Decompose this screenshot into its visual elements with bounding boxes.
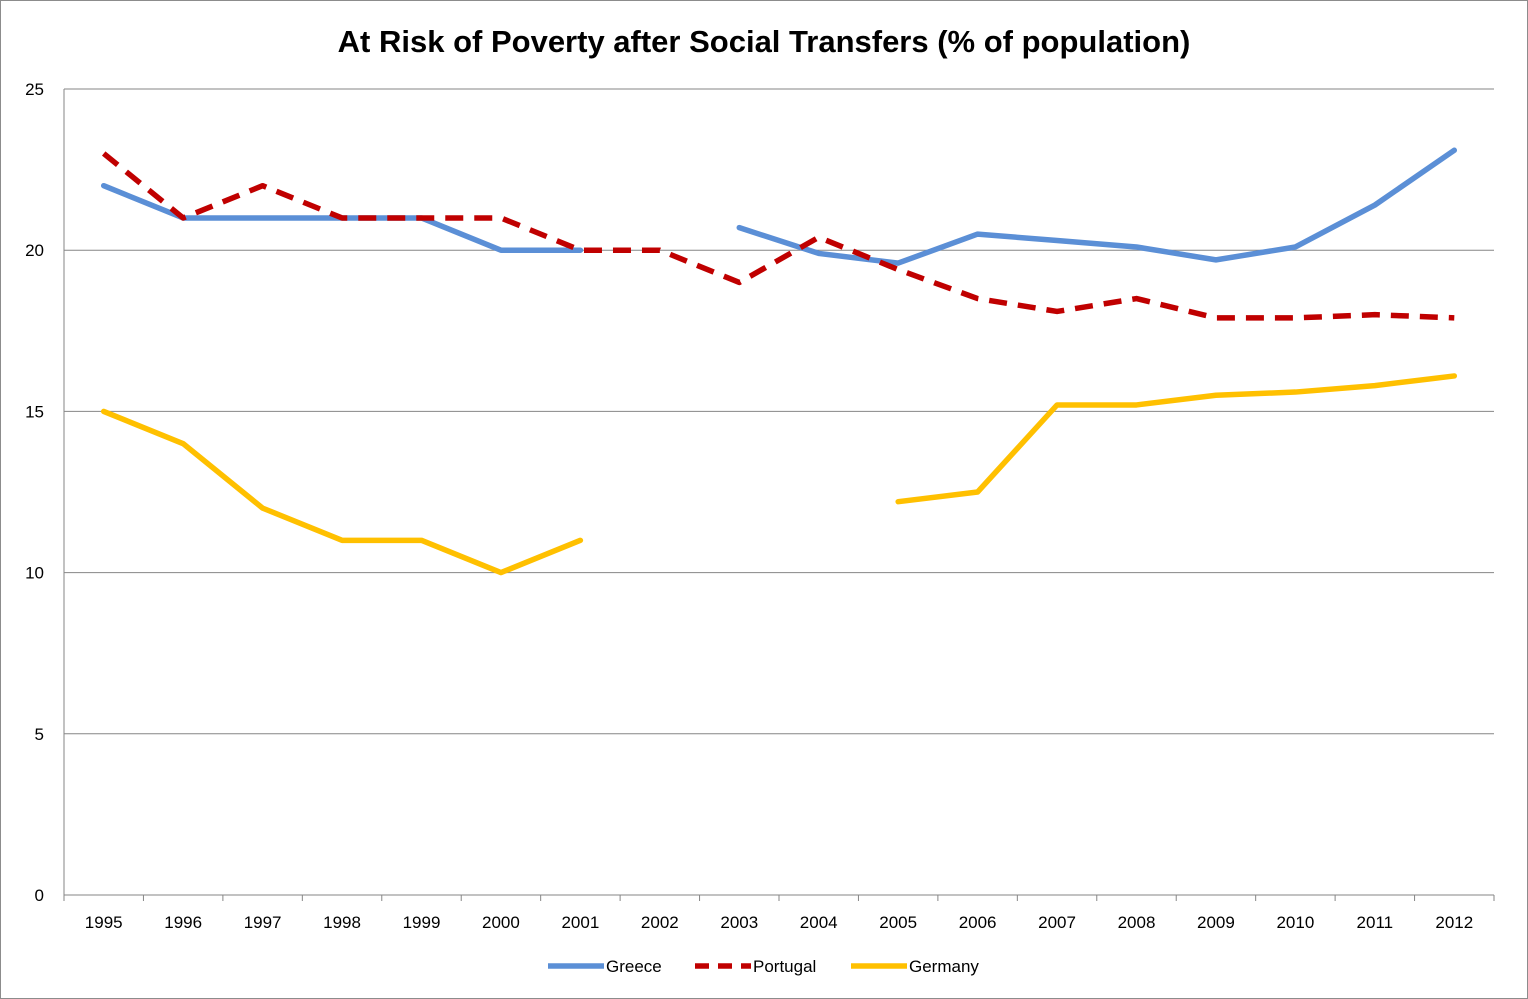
x-tick-label-1996: 1996: [164, 913, 202, 932]
y-tick-label: 5: [35, 725, 44, 744]
x-tick-label-2011: 2011: [1357, 913, 1394, 932]
data-point-portugal-2003: [736, 279, 742, 285]
data-point-germany-1996: [180, 441, 186, 447]
x-tick-label-1995: 1995: [85, 913, 123, 932]
x-tick-label-2003: 2003: [720, 913, 758, 932]
series-greece: [100, 147, 1458, 266]
data-point-portugal-1996: [180, 215, 186, 221]
data-point-germany-2010: [1292, 389, 1298, 395]
data-point-greece-2012: [1451, 147, 1457, 153]
series-lines: [100, 147, 1458, 576]
series-portugal: [101, 150, 1457, 321]
data-point-germany-2007: [1054, 402, 1060, 408]
data-point-greece-2005: [895, 260, 901, 266]
legend-item-portugal: Portugal: [695, 957, 816, 976]
x-tick-label-2001: 2001: [561, 913, 599, 932]
x-tick-label-2010: 2010: [1276, 913, 1314, 932]
x-tick-label-2008: 2008: [1118, 913, 1156, 932]
series-line-germany-segment-1: [100, 408, 584, 576]
data-point-greece-2006: [975, 231, 981, 237]
axes: 0 5 10 15 20 25 1995 1996 1997 1998 1999 2000 2001 20…: [25, 80, 1495, 932]
series-line-greece-segment-2: [736, 147, 1458, 266]
x-tick-label-2002: 2002: [641, 913, 679, 932]
data-point-portugal-2001: [577, 247, 583, 253]
data-point-portugal-2006: [975, 296, 981, 302]
series-line-germany-segment-2: [895, 373, 1458, 505]
data-point-greece-1997: [260, 215, 266, 221]
data-point-greece-2007: [1054, 238, 1060, 244]
data-point-greece-1995: [101, 183, 107, 189]
data-point-germany-2006: [975, 489, 981, 495]
y-tick-label: 20: [25, 241, 44, 260]
data-point-portugal-1998: [339, 215, 345, 221]
data-point-germany-1998: [339, 537, 345, 543]
gridlines: [64, 88, 1494, 735]
data-point-greece-2009: [1213, 257, 1219, 263]
data-point-portugal-1999: [419, 215, 425, 221]
data-point-germany-2005: [895, 499, 901, 505]
legend: Greece Portugal Germany: [548, 957, 979, 976]
data-point-germany-2012: [1451, 373, 1457, 379]
legend-item-germany: Germany: [851, 957, 979, 976]
data-point-portugal-2008: [1134, 296, 1140, 302]
y-tick-label: 10: [25, 564, 44, 583]
data-point-greece-2000: [498, 247, 504, 253]
data-point-portugal-2002: [657, 247, 663, 253]
x-tick-label-2004: 2004: [800, 913, 838, 932]
data-point-greece-2008: [1134, 244, 1140, 250]
data-point-germany-2011: [1372, 383, 1378, 389]
data-point-portugal-2004: [816, 234, 822, 240]
data-point-greece-2010: [1292, 244, 1298, 250]
data-point-portugal-1997: [260, 183, 266, 189]
data-point-germany-2009: [1213, 392, 1219, 398]
x-tick-label-1998: 1998: [323, 913, 361, 932]
data-point-germany-2000: [498, 570, 504, 576]
x-tick-label-2012: 2012: [1435, 913, 1473, 932]
legend-label-germany: Germany: [909, 957, 979, 976]
legend-label-portugal: Portugal: [753, 957, 816, 976]
x-tick-label-2000: 2000: [482, 913, 520, 932]
data-point-germany-1999: [419, 537, 425, 543]
x-tick-label-2006: 2006: [959, 913, 997, 932]
y-tick-label: 0: [35, 886, 44, 905]
data-point-germany-1997: [260, 505, 266, 511]
data-point-portugal-2007: [1054, 308, 1060, 314]
data-point-portugal-2009: [1213, 315, 1219, 321]
x-tick-label-2007: 2007: [1038, 913, 1076, 932]
data-point-portugal-2010: [1292, 315, 1298, 321]
data-point-greece-2011: [1372, 202, 1378, 208]
legend-item-greece: Greece: [548, 957, 662, 976]
data-point-greece-2003: [736, 225, 742, 231]
data-point-portugal-2011: [1372, 312, 1378, 318]
legend-label-greece: Greece: [606, 957, 662, 976]
data-point-germany-1995: [101, 408, 107, 414]
y-tick-label: 15: [25, 402, 44, 421]
y-tick-label: 25: [25, 80, 44, 99]
data-point-portugal-2012: [1451, 315, 1457, 321]
data-point-portugal-2005: [895, 267, 901, 273]
data-point-germany-2001: [577, 537, 583, 543]
series-germany: [100, 373, 1458, 576]
chart-title: At Risk of Poverty after Social Transfer…: [338, 24, 1191, 59]
series-line-portugal-segment-1: [101, 151, 1455, 321]
data-point-portugal-2000: [498, 215, 504, 221]
x-tick-label-1999: 1999: [403, 913, 441, 932]
data-point-portugal-1995: [101, 150, 107, 156]
x-tick-label-1997: 1997: [244, 913, 282, 932]
x-tick-label-2005: 2005: [879, 913, 917, 932]
data-point-greece-2004: [816, 250, 822, 256]
data-point-germany-2008: [1134, 402, 1140, 408]
x-tick-label-2009: 2009: [1197, 913, 1235, 932]
